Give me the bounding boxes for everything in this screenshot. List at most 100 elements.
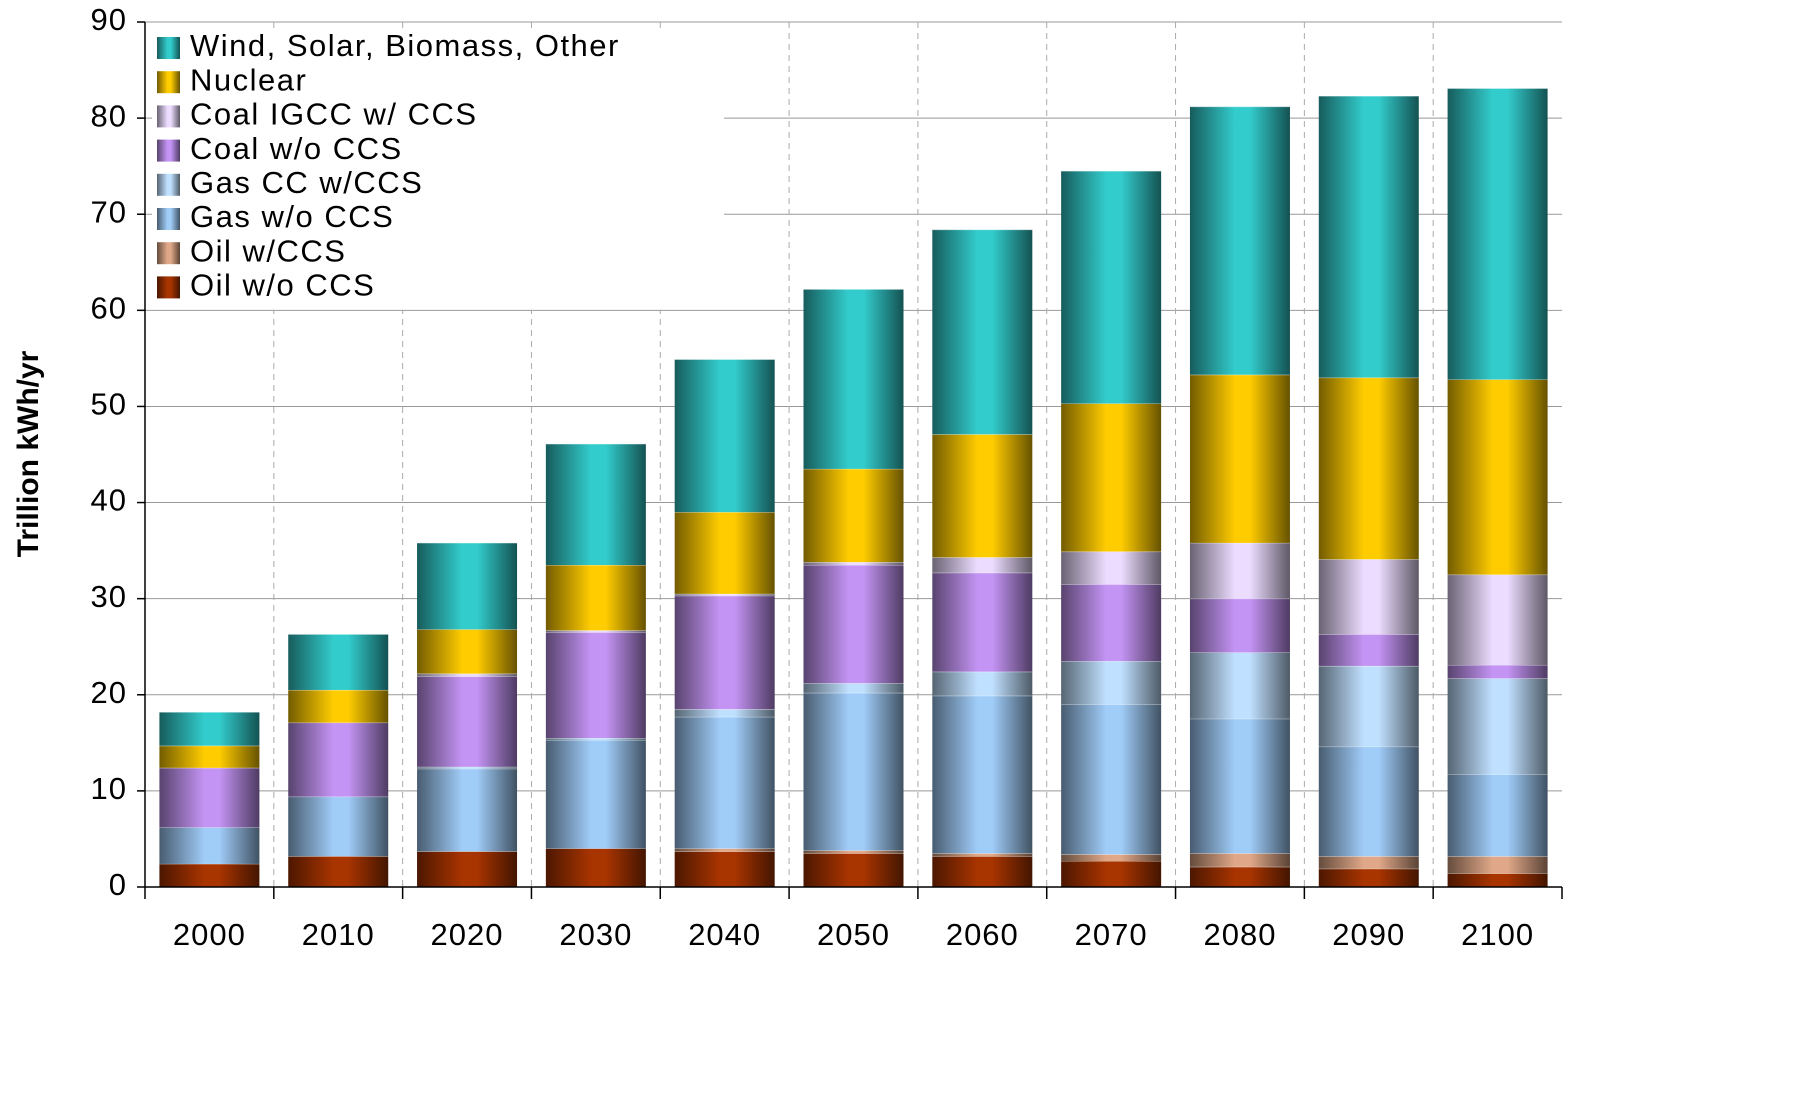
bar-segment xyxy=(674,593,775,596)
bar-segment xyxy=(545,848,646,887)
bar-segment xyxy=(1189,853,1290,867)
bar-segment xyxy=(932,671,1033,696)
bar-segment xyxy=(1318,746,1419,857)
bar-segment xyxy=(1189,718,1290,854)
legend-label: Gas w/o CCS xyxy=(190,199,394,234)
bar-segment xyxy=(545,443,646,566)
legend-label: Coal w/o CCS xyxy=(190,131,403,166)
bar-segment xyxy=(545,739,646,849)
legend-swatch xyxy=(157,139,180,162)
y-axis-title: Trillion kWh/yr xyxy=(12,350,45,557)
bar-segment xyxy=(1318,856,1419,869)
bar-segment xyxy=(1061,170,1162,404)
bar-segment xyxy=(932,695,1033,854)
legend-swatch xyxy=(157,173,180,196)
bar-segment xyxy=(288,856,389,887)
bar-segment xyxy=(417,851,518,887)
y-tick-label: 20 xyxy=(91,675,127,710)
x-tick-label: 2060 xyxy=(946,917,1019,952)
bar-segment xyxy=(545,738,646,740)
x-tick-label: 2050 xyxy=(817,917,890,952)
x-tick-label: 2080 xyxy=(1203,917,1276,952)
bar-segment xyxy=(803,683,904,693)
legend-label: Gas CC w/CCS xyxy=(190,165,423,200)
bar-segment xyxy=(1447,873,1548,887)
bar-segment xyxy=(1447,664,1548,679)
x-tick-label: 2100 xyxy=(1461,917,1534,952)
bar-segment xyxy=(1447,574,1548,665)
bar-segment xyxy=(1189,866,1290,887)
bar-segment xyxy=(1189,374,1290,543)
y-tick-label: 90 xyxy=(91,2,127,37)
bar-segment xyxy=(1189,598,1290,653)
bar-segment xyxy=(417,629,518,674)
bar-segment xyxy=(288,634,389,690)
bar-segment xyxy=(1189,106,1290,375)
bar-segment xyxy=(1447,678,1548,775)
bar-segment xyxy=(159,767,260,828)
y-tick-label: 60 xyxy=(91,291,127,326)
bar-segment xyxy=(803,692,904,851)
bar-segment xyxy=(674,716,775,849)
legend-swatch xyxy=(157,242,180,265)
bar-segment xyxy=(545,632,646,739)
bar-segment xyxy=(417,673,518,677)
bar-segment xyxy=(1318,665,1419,747)
y-tick-label: 70 xyxy=(91,194,127,229)
y-tick-label: 10 xyxy=(91,771,127,806)
bar-segment xyxy=(1061,403,1162,552)
bar-segment xyxy=(1189,652,1290,719)
bar-segment xyxy=(159,745,260,768)
bar-segment xyxy=(288,689,389,723)
legend-swatch xyxy=(157,71,180,94)
bar-segment xyxy=(159,712,260,746)
bar-segment xyxy=(803,468,904,563)
legend-label: Nuclear xyxy=(190,62,307,97)
bar-segment xyxy=(1447,774,1548,857)
bar-segment xyxy=(674,512,775,594)
bar-segment xyxy=(674,709,775,717)
bar-segment xyxy=(1318,868,1419,887)
bar-segment xyxy=(159,863,260,887)
bar-segment xyxy=(1318,96,1419,378)
y-tick-label: 0 xyxy=(109,867,127,902)
legend-label: Coal IGCC w/ CCS xyxy=(190,97,478,132)
bar-segment xyxy=(1447,88,1548,380)
legend-swatch xyxy=(157,37,180,59)
legend-label: Wind, Solar, Biomass, Other xyxy=(190,28,620,63)
bar-segment xyxy=(674,851,775,887)
bar-segment xyxy=(1061,551,1162,585)
bar-segment xyxy=(288,722,389,797)
bar-segment xyxy=(545,630,646,633)
bar-segment xyxy=(417,768,518,852)
bar-segment xyxy=(803,853,904,887)
x-tick-label: 2010 xyxy=(302,917,375,952)
bar-segment xyxy=(932,434,1033,558)
bar-segment xyxy=(1318,559,1419,635)
bar-segment xyxy=(932,229,1033,435)
x-tick-label: 2040 xyxy=(688,917,761,952)
bar-segment xyxy=(932,557,1033,573)
bar-segment xyxy=(674,848,775,852)
bar-segment xyxy=(803,565,904,684)
bar-segment xyxy=(159,827,260,864)
bar-segment xyxy=(1061,584,1162,662)
bar-segment xyxy=(1318,377,1419,560)
bar-segment xyxy=(932,853,1033,857)
bar-segment xyxy=(1061,861,1162,887)
bar-segment xyxy=(288,796,389,857)
bar-segment xyxy=(674,595,775,710)
bar-segment xyxy=(1061,704,1162,855)
bar-segment xyxy=(417,542,518,630)
legend-box xyxy=(152,30,724,310)
y-tick-label: 50 xyxy=(91,387,127,422)
bar-segment xyxy=(932,856,1033,887)
bar-segment xyxy=(674,359,775,513)
bar-segment xyxy=(1061,854,1162,862)
x-tick-label: 2090 xyxy=(1332,917,1405,952)
bar-segment xyxy=(803,289,904,469)
bar-segment xyxy=(1447,856,1548,874)
legend-swatch xyxy=(157,276,180,299)
